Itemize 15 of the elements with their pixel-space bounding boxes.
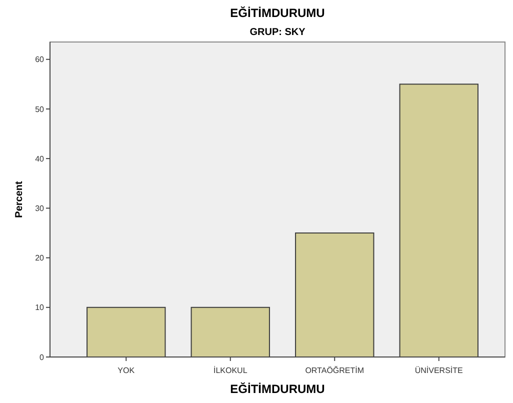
y-tick-label: 40	[35, 154, 45, 164]
chart-title: EĞİTİMDURUMU	[230, 6, 325, 20]
y-axis-title: Percent	[14, 180, 25, 218]
x-tick-label: İLKOKUL	[213, 366, 248, 375]
x-axis-title: EĞİTİMDURUMU	[230, 382, 325, 396]
chart-subtitle: GRUP: SKY	[250, 27, 306, 38]
x-tick-label: YOK	[118, 366, 136, 375]
x-tick-label: ÜNİVERSİTE	[414, 366, 463, 375]
y-tick-label: 60	[35, 55, 45, 64]
y-tick-label: 0	[40, 352, 45, 362]
y-tick-label: 10	[35, 303, 45, 312]
y-tick-label: 30	[35, 204, 45, 213]
y-tick-label: 20	[35, 254, 45, 263]
y-tick-label: 50	[35, 104, 45, 114]
x-tick-label: ORTAÖĞRETİM	[305, 366, 364, 375]
